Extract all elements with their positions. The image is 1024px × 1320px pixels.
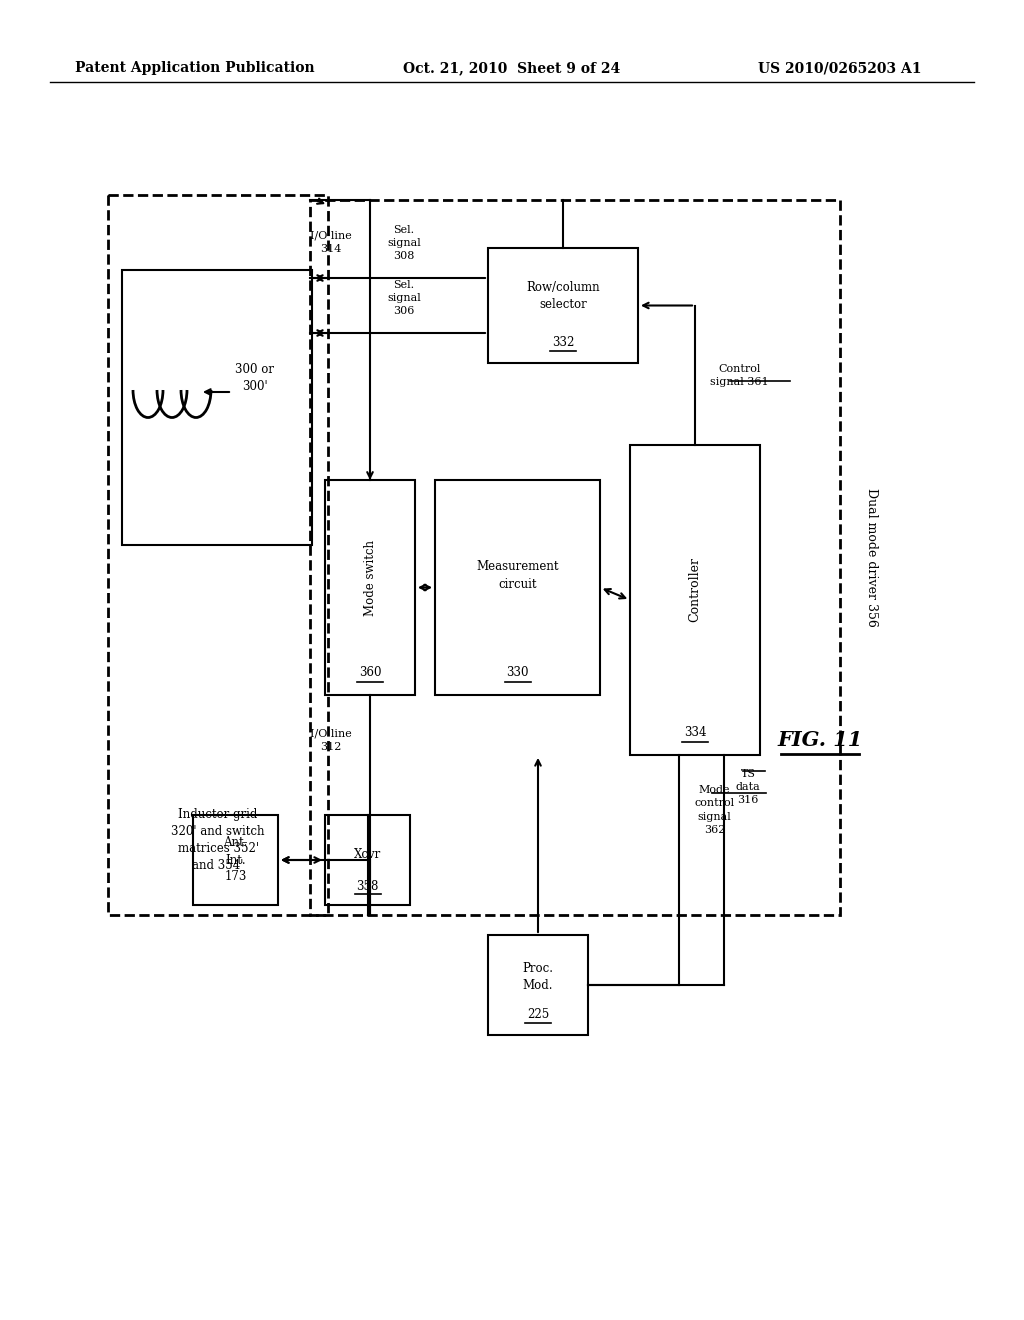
Text: Sel.
signal
308: Sel. signal 308 (387, 224, 421, 261)
Text: 300 or
300': 300 or 300' (234, 363, 274, 393)
Text: US 2010/0265203 A1: US 2010/0265203 A1 (758, 61, 922, 75)
Text: 358: 358 (356, 880, 379, 894)
Text: I/O line
314: I/O line 314 (310, 231, 352, 253)
Bar (435, 480, 600, 696)
Text: Ant.
Int.
173: Ant. Int. 173 (223, 837, 248, 883)
Bar (310, 201, 840, 915)
Text: FIG. 11: FIG. 11 (777, 730, 862, 750)
Bar (122, 271, 312, 545)
Text: Mode switch: Mode switch (364, 540, 377, 615)
Text: TS
data
316: TS data 316 (735, 768, 761, 805)
Text: Mode
control
signal
362: Mode control signal 362 (694, 785, 734, 834)
Text: Sel.
signal
306: Sel. signal 306 (387, 280, 421, 317)
Text: I/O line
312: I/O line 312 (310, 729, 352, 751)
Text: Xcvr: Xcvr (354, 849, 381, 862)
Text: Dual mode driver 356: Dual mode driver 356 (865, 488, 879, 627)
Bar (325, 814, 410, 906)
Bar (488, 935, 588, 1035)
Bar (193, 814, 278, 906)
Bar (488, 248, 638, 363)
Text: 225: 225 (527, 1008, 549, 1022)
Text: 360: 360 (358, 667, 381, 680)
Text: Control
signal 361: Control signal 361 (710, 363, 769, 387)
Text: 330: 330 (506, 667, 528, 680)
Bar (325, 480, 415, 696)
Bar (108, 195, 328, 915)
Bar (630, 445, 760, 755)
Text: Row/column
selector: Row/column selector (526, 281, 600, 310)
Text: Controller: Controller (688, 557, 701, 623)
Text: Patent Application Publication: Patent Application Publication (75, 61, 314, 75)
Text: 334: 334 (684, 726, 707, 739)
Text: Inductor grid
320' and switch
matrices 352'
and 354': Inductor grid 320' and switch matrices 3… (171, 808, 265, 873)
Text: 332: 332 (552, 337, 574, 350)
Text: Proc.
Mod.: Proc. Mod. (522, 962, 554, 993)
Text: Oct. 21, 2010  Sheet 9 of 24: Oct. 21, 2010 Sheet 9 of 24 (403, 61, 621, 75)
Text: Measurement
circuit: Measurement circuit (476, 561, 559, 590)
